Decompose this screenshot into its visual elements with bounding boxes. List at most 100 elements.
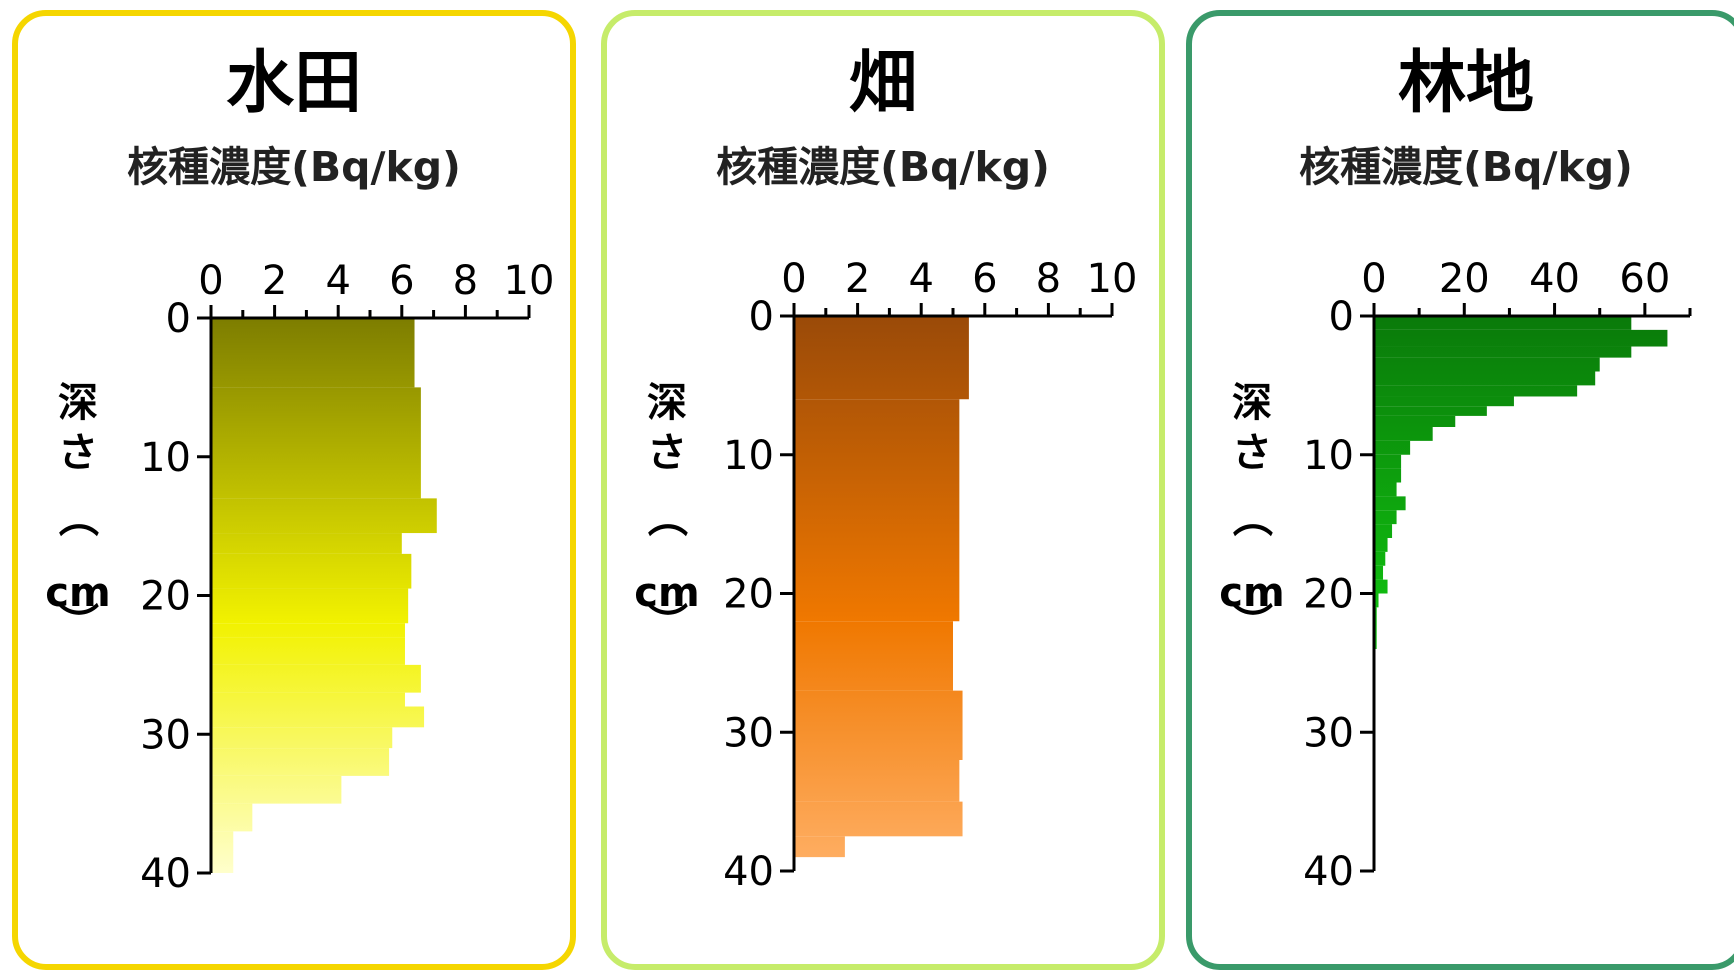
y-tick-label: 0 [1329,294,1354,340]
bar [1374,593,1379,608]
bar [1374,524,1393,538]
svg-text:）: ） [1228,602,1274,642]
x-tick-label: 0 [1361,256,1386,302]
svg-text:（: （ [643,497,689,537]
x-tick-label: 0 [198,258,223,304]
bar [1374,551,1386,566]
y-tick-label: 40 [723,849,774,895]
bar [1374,482,1397,497]
x-tick-label: 2 [262,258,287,304]
y-tick-label: 40 [140,851,191,897]
x-axis-label: 核種濃度(Bq/kg) [1299,143,1633,191]
x-tick-label: 60 [1619,256,1670,302]
y-tick-label: 40 [1303,849,1354,895]
bar [1374,468,1402,483]
svg-text:）: ） [643,602,689,642]
bar [211,748,390,776]
svg-text:深: 深 [1232,380,1272,426]
bar [794,399,960,622]
svg-text:cm: cm [1219,570,1284,616]
y-tick-label: 10 [1303,433,1354,479]
bar [1374,346,1632,358]
y-tick-label: 0 [749,294,774,340]
bar [794,316,969,400]
bar [1374,357,1600,372]
y-axis-label: 深さ（cm）深さ（cm） [634,380,699,642]
y-tick-label: 20 [723,572,774,618]
y-tick-label: 20 [140,574,191,620]
y-tick-label: 0 [166,296,191,342]
bar [1374,454,1402,469]
y-tick-label: 20 [1303,572,1354,618]
svg-text:（: （ [1228,497,1274,537]
bar [794,690,963,760]
bar [1374,427,1433,441]
y-tick-label: 10 [723,433,774,479]
bar [794,801,963,837]
y-tick-label: 30 [140,712,191,758]
bar [794,621,953,691]
bar [1374,440,1411,455]
bar [1374,565,1384,580]
y-axis-label: 深さ（cm）深さ（cm） [45,380,110,642]
svg-text:cm: cm [634,570,699,616]
bar [211,318,415,388]
svg-text:さ: さ [647,430,687,476]
bar [1374,579,1388,594]
bar [211,623,405,638]
svg-text:さ: さ [1232,430,1272,476]
x-tick-label: 0 [781,256,806,302]
bar [211,727,393,749]
x-axis-label: 核種濃度(Bq/kg) [127,143,461,191]
bar [211,803,253,832]
bar [1374,415,1456,427]
bar [1374,316,1632,330]
bar [1374,396,1514,407]
x-tick-label: 4 [908,256,933,302]
bar [1374,538,1388,552]
x-tick-label: 8 [453,258,478,304]
bar [211,533,402,554]
bar [211,387,421,499]
chart-title: 水田 [226,44,362,123]
x-tick-label: 20 [1439,256,1490,302]
x-tick-label: 8 [1036,256,1061,302]
svg-text:）: ） [54,602,100,642]
y-tick-label: 10 [140,435,191,481]
svg-text:（: （ [54,497,100,537]
bar [1374,406,1487,416]
bar [211,775,342,804]
chart-panel-forest: 林地核種濃度(Bq/kg)0204060010203040深さ（cm）深さ（cm… [1186,10,1734,970]
x-tick-label: 6 [972,256,997,302]
x-tick-label: 10 [504,258,555,304]
bar [794,836,845,858]
x-axis-label: 核種濃度(Bq/kg) [716,143,1050,191]
bar [1374,496,1406,511]
bar [1374,385,1578,397]
y-tick-label: 30 [1303,710,1354,756]
bar [211,706,425,728]
bar [211,637,405,665]
y-tick-label: 30 [723,710,774,756]
bar [1374,371,1596,386]
chart-title: 畑 [849,44,917,123]
svg-text:さ: さ [58,430,98,476]
svg-text:深: 深 [58,380,98,426]
bar [211,831,234,873]
bar [211,588,409,624]
chart-panel-paddy: 水田核種濃度(Bq/kg)0246810010203040深さ（cm）深さ（cm… [12,10,576,970]
chart-title: 林地 [1398,44,1534,123]
bar [211,692,405,707]
y-axis-label: 深さ（cm）深さ（cm） [1219,380,1284,642]
bar [1374,510,1397,525]
x-tick-label: 2 [845,256,870,302]
x-tick-label: 6 [389,258,414,304]
x-tick-label: 4 [325,258,350,304]
bar [794,760,960,802]
bar [211,553,412,589]
x-tick-label: 40 [1529,256,1580,302]
